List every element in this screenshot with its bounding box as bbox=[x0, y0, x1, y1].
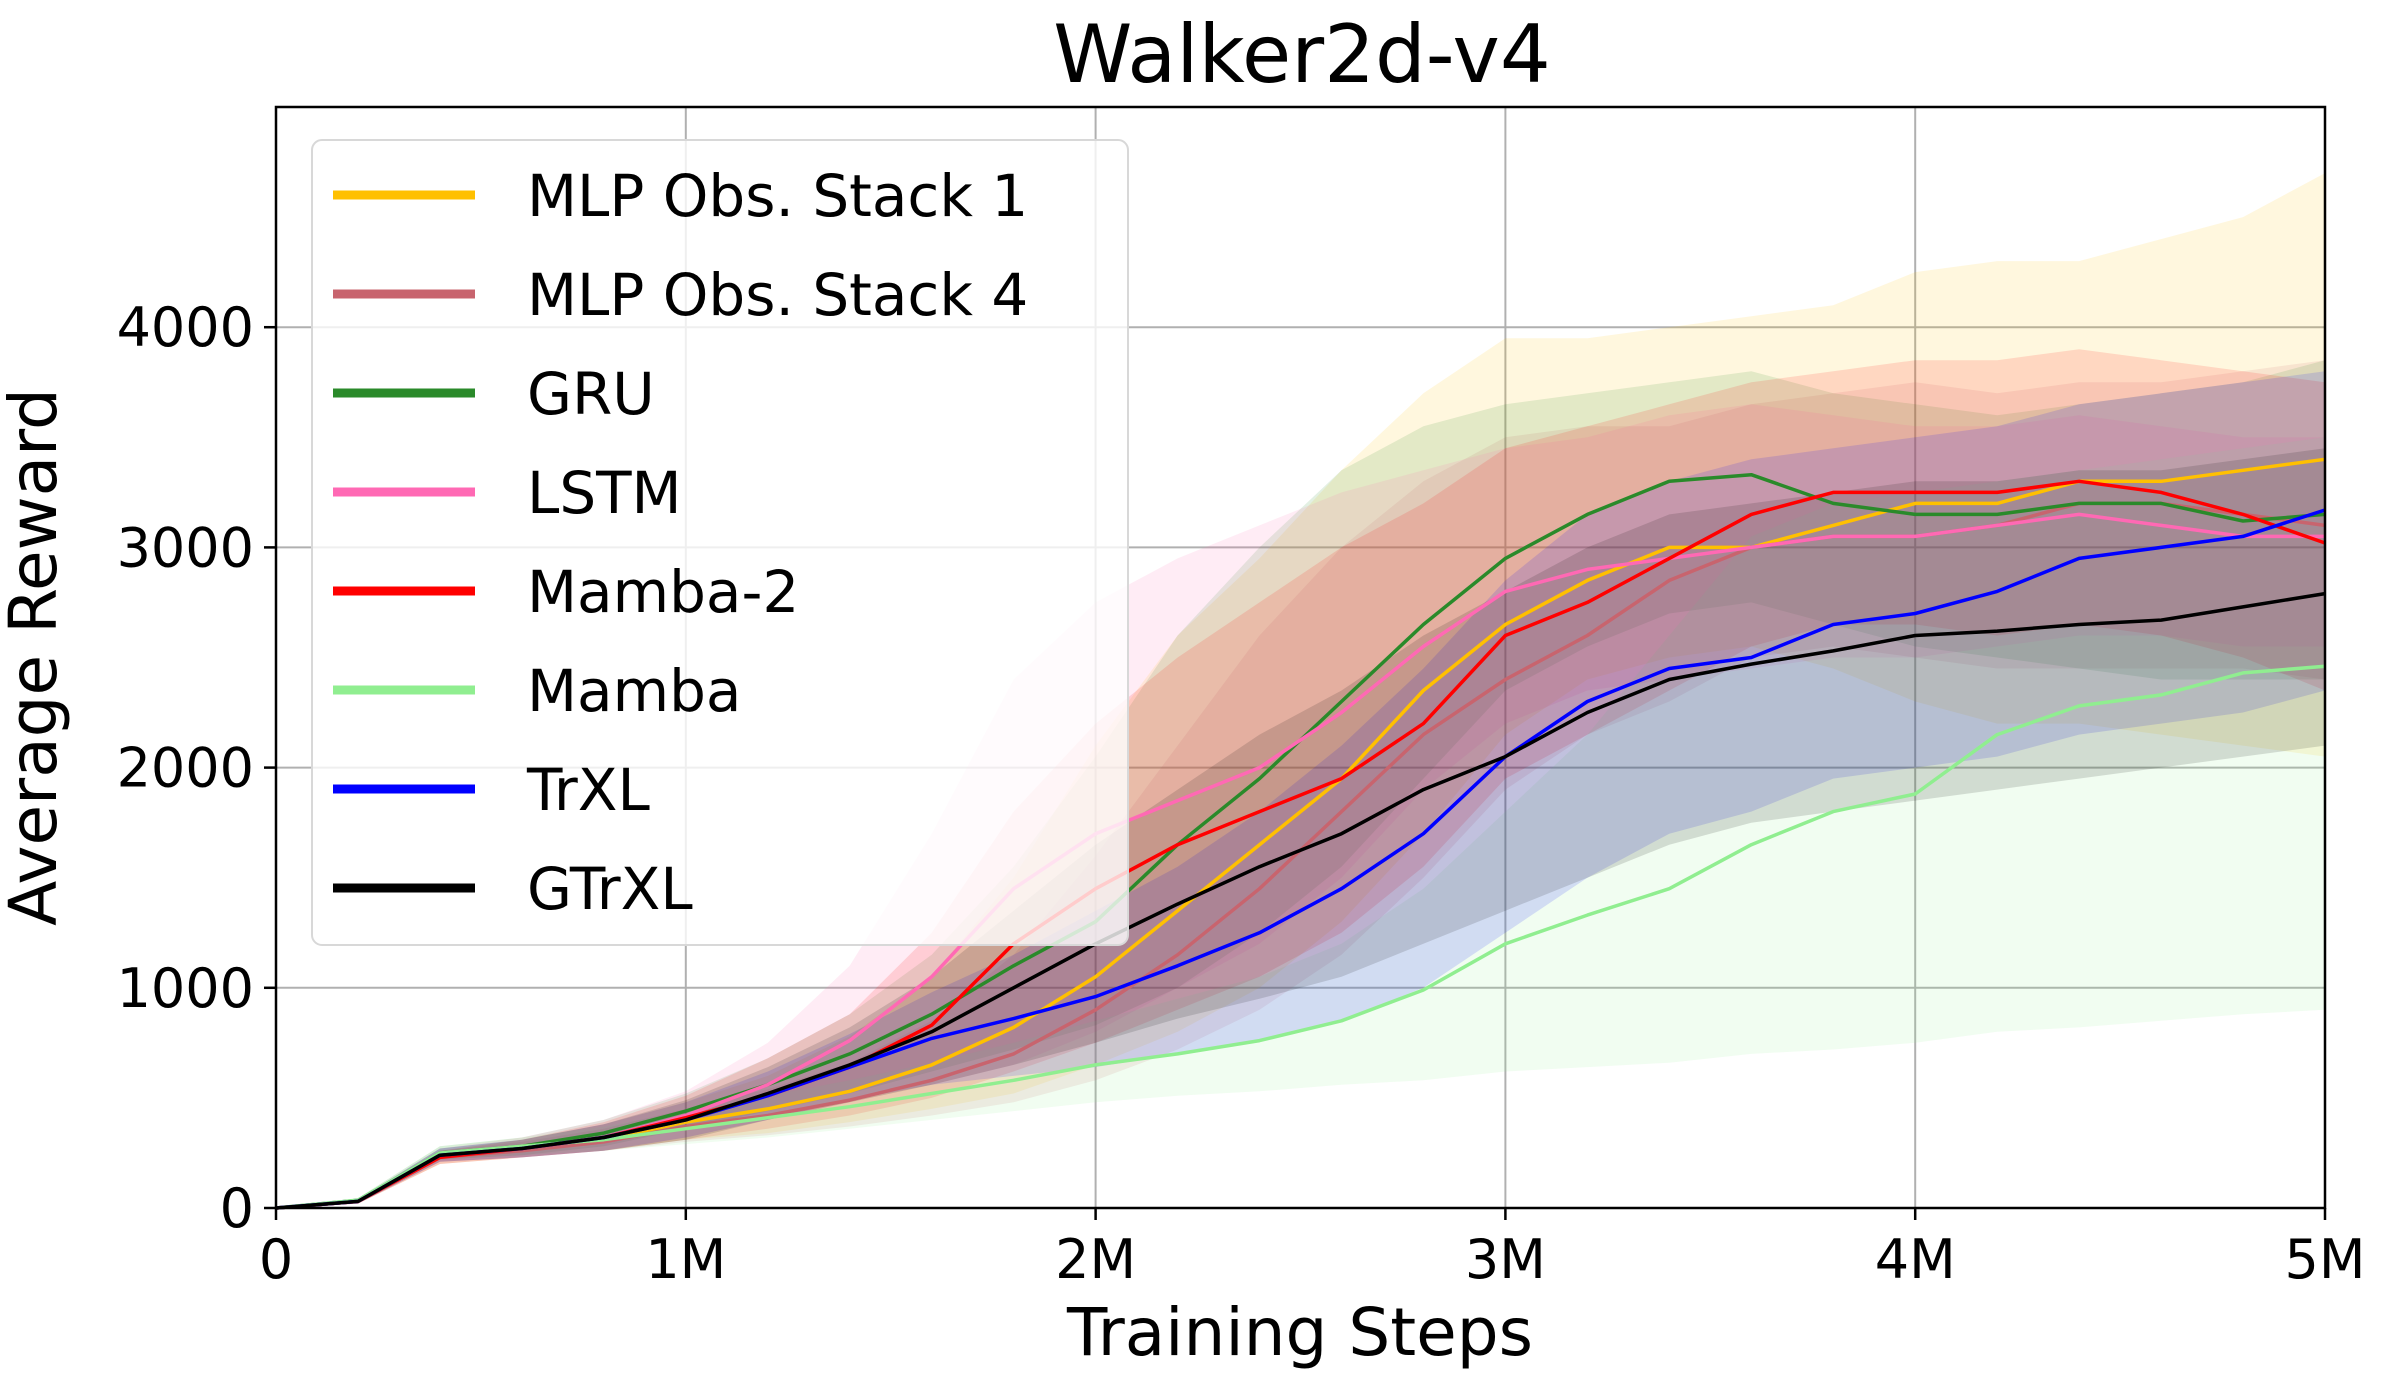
y-tick-label: 1000 bbox=[117, 957, 254, 1020]
lstm-band bbox=[276, 404, 2325, 1208]
x-tick-label: 1M bbox=[645, 1228, 726, 1291]
legend-label-mamba-2: Mamba-2 bbox=[527, 558, 799, 626]
chart-title: Walker2d-v4 bbox=[1053, 8, 1550, 101]
legend-box bbox=[311, 139, 1129, 946]
legend: MLP Obs. Stack 1 MLP Obs. Stack 4 GRU LSTM M… bbox=[311, 139, 1129, 946]
gru-band bbox=[276, 360, 2325, 1208]
legend-label-gru: GRU bbox=[527, 360, 655, 428]
plot-frame bbox=[274, 105, 2327, 1210]
y-tick-label: 3000 bbox=[117, 516, 254, 579]
legend-label-gtrxl: GTrXL bbox=[527, 855, 693, 923]
mamba-band bbox=[276, 437, 2325, 1208]
legend-label-mlp-obs-stack-1: MLP Obs. Stack 1 bbox=[527, 162, 1028, 230]
legend-label-mamba: Mamba bbox=[527, 657, 741, 725]
mlp-obs-stack-1-band bbox=[276, 173, 2325, 1209]
mamba-2-band bbox=[276, 349, 2325, 1208]
series-lines bbox=[275, 457, 2326, 1210]
x-tick-label: 5M bbox=[2285, 1228, 2366, 1291]
gtrxl-line bbox=[275, 591, 2326, 1210]
x-tick-label: 0 bbox=[259, 1228, 293, 1291]
x-axis-title: Training Steps bbox=[1066, 1294, 1533, 1371]
mamba-line bbox=[275, 664, 2326, 1210]
y-axis-title: Average Reward bbox=[0, 388, 72, 926]
y-tick-label: 2000 bbox=[117, 737, 254, 800]
x-tick-label: 4M bbox=[1875, 1228, 1956, 1291]
legend-label-mlp-obs-stack-4: MLP Obs. Stack 4 bbox=[527, 261, 1028, 329]
y-tick-label: 0 bbox=[220, 1177, 254, 1240]
axis-ticks: 0 1M 2M 3M 4M 5M 0 1000 2000 3000 4000 bbox=[117, 296, 2366, 1291]
x-tick-label: 2M bbox=[1055, 1228, 1136, 1291]
legend-label-trxl: TrXL bbox=[526, 756, 650, 824]
y-tick-label: 4000 bbox=[117, 296, 254, 359]
trxl-band bbox=[276, 371, 2325, 1208]
confidence-bands bbox=[276, 173, 2325, 1209]
x-tick-label: 3M bbox=[1465, 1228, 1546, 1291]
mlp-obs-stack-4-band bbox=[276, 360, 2325, 1208]
gtrxl-band bbox=[276, 448, 2325, 1208]
legend-label-lstm: LSTM bbox=[527, 459, 682, 527]
